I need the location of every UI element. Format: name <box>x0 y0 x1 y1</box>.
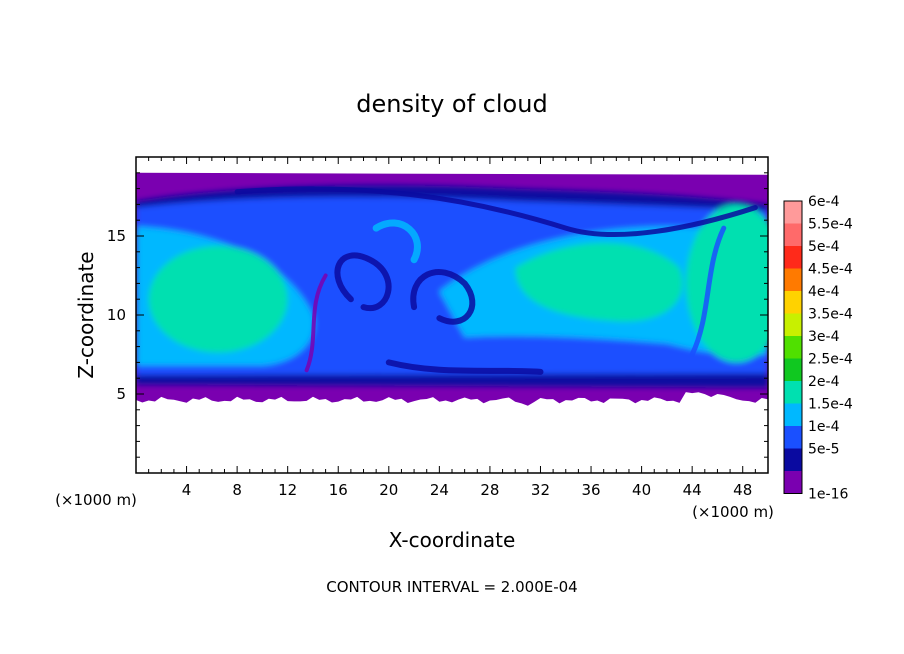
swirl-3 <box>372 219 421 264</box>
colorbar-label: 1e-4 <box>808 419 840 435</box>
x-tick-label: 12 <box>278 481 297 499</box>
swirl-2 <box>410 269 476 325</box>
x-tick-label: 28 <box>480 481 499 499</box>
colorbar-label: 1.5e-4 <box>808 397 853 413</box>
colorbar-label: 2.5e-4 <box>808 352 853 368</box>
x-tick-label: 8 <box>232 481 242 499</box>
y-axis: 5 10 15 <box>107 172 768 458</box>
x-tick-label: 40 <box>632 481 651 499</box>
swirl-1 <box>334 252 392 312</box>
colorbar-swatch <box>784 426 802 449</box>
colorbar-label: 5e-5 <box>808 442 839 458</box>
colorbar-label: 2e-4 <box>808 374 840 390</box>
density-core-east <box>515 242 683 322</box>
colorbar-swatch <box>784 358 802 381</box>
colorbar-label: 5.5e-4 <box>808 217 853 233</box>
colorbar-swatch <box>784 268 802 291</box>
colorbar-swatch <box>784 471 802 494</box>
colorbar-label: 3.5e-4 <box>808 307 853 323</box>
chart-title: density of cloud <box>356 90 547 118</box>
x-tick-label: 24 <box>430 481 449 499</box>
density-core-west <box>148 245 288 353</box>
colorbar-swatch <box>784 201 802 224</box>
colorbar-frame <box>783 200 803 494</box>
colorbar-label: 5e-4 <box>808 239 840 255</box>
colorbar-label: 4e-4 <box>808 284 840 300</box>
y-axis-unit: (×1000 m) <box>55 491 137 509</box>
colorbar-swatch <box>784 313 802 336</box>
swirl-purple-column <box>304 273 328 373</box>
colorbar-label: 1e-16 <box>808 487 848 503</box>
x-axis: 4 8 12 16 20 24 28 32 36 40 44 48 <box>148 157 756 499</box>
colorbar-swatch <box>784 246 802 269</box>
y-tick-label: 10 <box>107 306 126 324</box>
cloud-density-field <box>136 172 768 406</box>
colorbar-swatch <box>784 336 802 359</box>
density-swirls <box>234 186 758 375</box>
swirl-lower-band <box>385 359 544 375</box>
x-tick-label: 4 <box>182 481 192 499</box>
swirl-upper-filament <box>234 186 758 238</box>
x-tick-label: 48 <box>733 481 752 499</box>
x-axis-label: X-coordinate <box>389 528 516 552</box>
contour-interval-note: CONTOUR INTERVAL = 2.000E-04 <box>326 578 577 596</box>
colorbar-swatch <box>784 291 802 314</box>
colorbar-label: 3e-4 <box>808 329 840 345</box>
colorbar-label: 6e-4 <box>808 194 840 210</box>
colorbar-label: 4.5e-4 <box>808 262 853 278</box>
plot-area <box>136 157 768 473</box>
density-contours <box>136 185 768 388</box>
y-tick-label: 15 <box>107 227 126 245</box>
x-tick-label: 36 <box>581 481 600 499</box>
x-axis-unit: (×1000 m) <box>692 503 774 521</box>
colorbar-swatch <box>784 381 802 404</box>
y-tick-label: 5 <box>116 385 126 403</box>
density-core-edge <box>685 204 768 363</box>
colorbar-swatch <box>784 403 802 426</box>
x-tick-label: 44 <box>683 481 702 499</box>
swirl-east-column <box>689 225 727 357</box>
y-axis-label: Z-coordinate <box>74 251 98 378</box>
colorbar-swatch <box>784 448 802 471</box>
colorbar: 6e-4 5.5e-4 5e-4 4.5e-4 4e-4 3.5e-4 3e-4 2.5e-4… <box>783 194 853 503</box>
x-tick-label: 32 <box>531 481 550 499</box>
colorbar-swatch <box>784 223 802 246</box>
x-tick-label: 20 <box>379 481 398 499</box>
x-tick-label: 16 <box>329 481 348 499</box>
